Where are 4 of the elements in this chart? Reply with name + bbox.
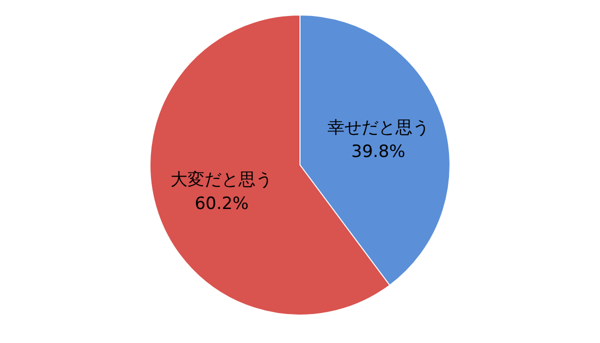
slice-label: 幸せだと思う [327,118,430,138]
data-label: 60.2% [194,194,249,214]
data-label: 39.8% [351,142,406,162]
slice-label: 大変だと思う [170,170,273,190]
